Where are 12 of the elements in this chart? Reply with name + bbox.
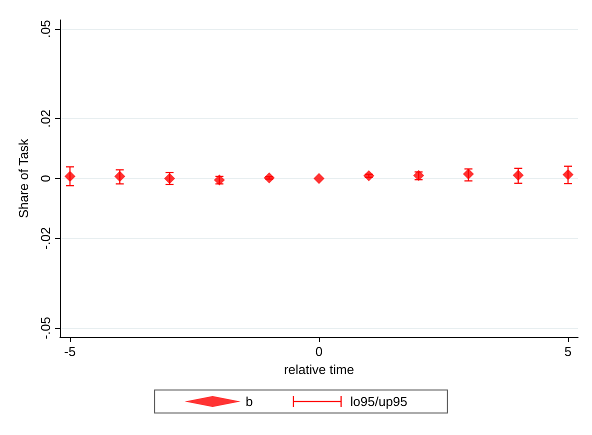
x-tick-label: 0 xyxy=(315,344,323,359)
y-tick-label: .05 xyxy=(38,20,53,38)
text: lo95/up95 xyxy=(350,394,408,409)
x-tick-label: 5 xyxy=(564,344,572,359)
x-axis-title: relative time xyxy=(284,362,354,377)
x-tick-label: -5 xyxy=(64,344,76,359)
y-tick-label: -.05 xyxy=(38,316,53,340)
legend-label: b xyxy=(246,394,253,409)
y-tick-label: 0 xyxy=(38,174,53,182)
y-tick-label: -.02 xyxy=(38,227,53,250)
y-axis-title: Share of Task xyxy=(16,138,31,218)
y-tick-label: .02 xyxy=(38,110,53,128)
